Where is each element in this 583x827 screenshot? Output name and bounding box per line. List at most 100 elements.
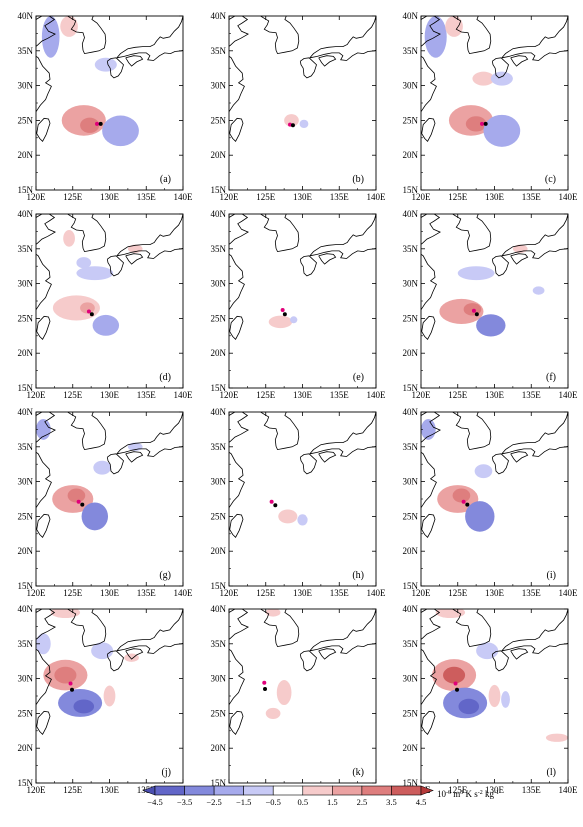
coastline	[452, 16, 492, 55]
y-tick-label: 15N	[403, 581, 419, 591]
y-tick-label: 35N	[403, 244, 419, 254]
x-tick-label: 120E	[220, 390, 240, 400]
coastline	[491, 650, 509, 672]
x-tick-label: 125E	[63, 785, 83, 795]
coastline	[309, 609, 376, 652]
y-tick-label: 25N	[211, 708, 227, 718]
panel-field	[36, 412, 183, 538]
observed-center-marker	[465, 502, 470, 507]
y-tick-label: 25N	[403, 708, 419, 718]
y-tick-label: 15N	[403, 185, 419, 195]
coastline	[421, 214, 441, 245]
coastline	[125, 451, 144, 463]
coastline	[421, 16, 441, 47]
y-tick-label: 25N	[403, 511, 419, 521]
panel-field	[229, 609, 376, 735]
coastline	[36, 648, 52, 706]
simulated-center-marker	[86, 309, 91, 314]
coastline	[501, 49, 568, 61]
coastline	[309, 445, 376, 457]
x-tick-label: 125E	[448, 785, 468, 795]
x-tick-label: 130E	[293, 390, 313, 400]
colorbar-swatch	[154, 785, 185, 796]
panel-k: 120E125E130E135E140E15N20N25N30N35N40N(k…	[211, 604, 387, 795]
observed-center-marker	[89, 312, 94, 317]
coastline	[510, 253, 529, 265]
panel-e: 120E 125E 130E 135E 140E 15N 20N 25N 30N 35N 40N (e…	[211, 209, 387, 400]
y-tick-label: 20N	[18, 743, 34, 753]
y-tick-label: 35N	[211, 244, 227, 254]
coastline	[260, 214, 300, 253]
coastline	[501, 247, 568, 259]
contour-shading	[284, 114, 299, 127]
contour-shading	[103, 685, 116, 707]
coastline	[229, 117, 244, 142]
y-tick-label: 35N	[211, 442, 227, 452]
coastline	[116, 247, 183, 259]
contour-shading	[297, 514, 308, 526]
y-tick-label: 30N	[18, 279, 34, 289]
y-tick-label: 35N	[18, 639, 34, 649]
panel-field	[36, 609, 183, 735]
colorbar-tick-label: −1.5	[236, 797, 251, 807]
coastline	[421, 609, 441, 640]
panel-d: 120E 125E 130E 135E 140E 15N 20N 25N 30N 35N 40N (d…	[18, 209, 194, 400]
colorbar-tick-label: 4.5	[416, 797, 427, 807]
colorbar-swatch	[302, 785, 333, 796]
x-tick-label: 120E	[27, 390, 47, 400]
coastline	[36, 117, 51, 142]
coastline	[309, 247, 376, 259]
coastline	[116, 609, 183, 652]
coastline	[421, 315, 436, 340]
coastline	[299, 650, 317, 672]
colorbar-tick-label: 3.5	[386, 797, 397, 807]
x-tick-label: 120E	[27, 588, 47, 598]
observed-center-marker	[282, 312, 287, 317]
y-tick-label: 15N	[18, 185, 34, 195]
x-tick-label: 140E	[367, 588, 387, 598]
y-tick-label: 30N	[18, 477, 34, 487]
x-tick-label: 135E	[330, 192, 350, 202]
contour-shading	[443, 666, 466, 684]
contour-shading	[52, 295, 100, 321]
y-tick-label: 20N	[403, 348, 419, 358]
x-tick-label: 120E	[27, 785, 47, 795]
coastline	[299, 255, 317, 277]
contour-shading	[81, 502, 109, 531]
contour-shading	[265, 609, 281, 617]
coastline	[501, 642, 568, 654]
y-tick-label: 15N	[211, 778, 227, 788]
coastline	[501, 609, 568, 652]
x-tick-label: 140E	[367, 192, 387, 202]
x-tick-label: 140E	[559, 390, 579, 400]
panel-field	[229, 16, 376, 142]
coastline	[501, 214, 568, 257]
coastline	[116, 412, 183, 455]
y-tick-label: 35N	[211, 46, 227, 56]
observed-center-marker	[70, 687, 75, 692]
y-tick-label: 20N	[18, 150, 34, 160]
x-tick-label: 140E	[174, 192, 194, 202]
x-tick-label: 130E	[100, 390, 120, 400]
x-tick-label: 130E	[100, 588, 120, 598]
x-tick-label: 125E	[63, 588, 83, 598]
coastline	[36, 609, 56, 640]
coastline	[106, 57, 124, 79]
x-tick-label: 125E	[63, 192, 83, 202]
panel-frame	[228, 411, 377, 587]
coastline	[510, 648, 529, 660]
x-tick-label: 135E	[137, 390, 157, 400]
simulated-center-marker	[262, 680, 267, 685]
coastline	[452, 214, 492, 253]
y-tick-label: 25N	[18, 708, 34, 718]
coastline	[421, 253, 437, 311]
observed-center-marker	[483, 121, 488, 126]
panel-h: 120E 125E 130E 135E 140E 15N 20N 25N 30N 35N 40N (h…	[211, 407, 387, 598]
coastline	[106, 650, 124, 672]
coastline	[421, 710, 436, 735]
coastline	[309, 49, 376, 61]
coastline	[36, 315, 51, 340]
y-tick-label: 25N	[18, 313, 34, 323]
coastline	[299, 453, 317, 475]
x-tick-label: 125E	[256, 588, 276, 598]
